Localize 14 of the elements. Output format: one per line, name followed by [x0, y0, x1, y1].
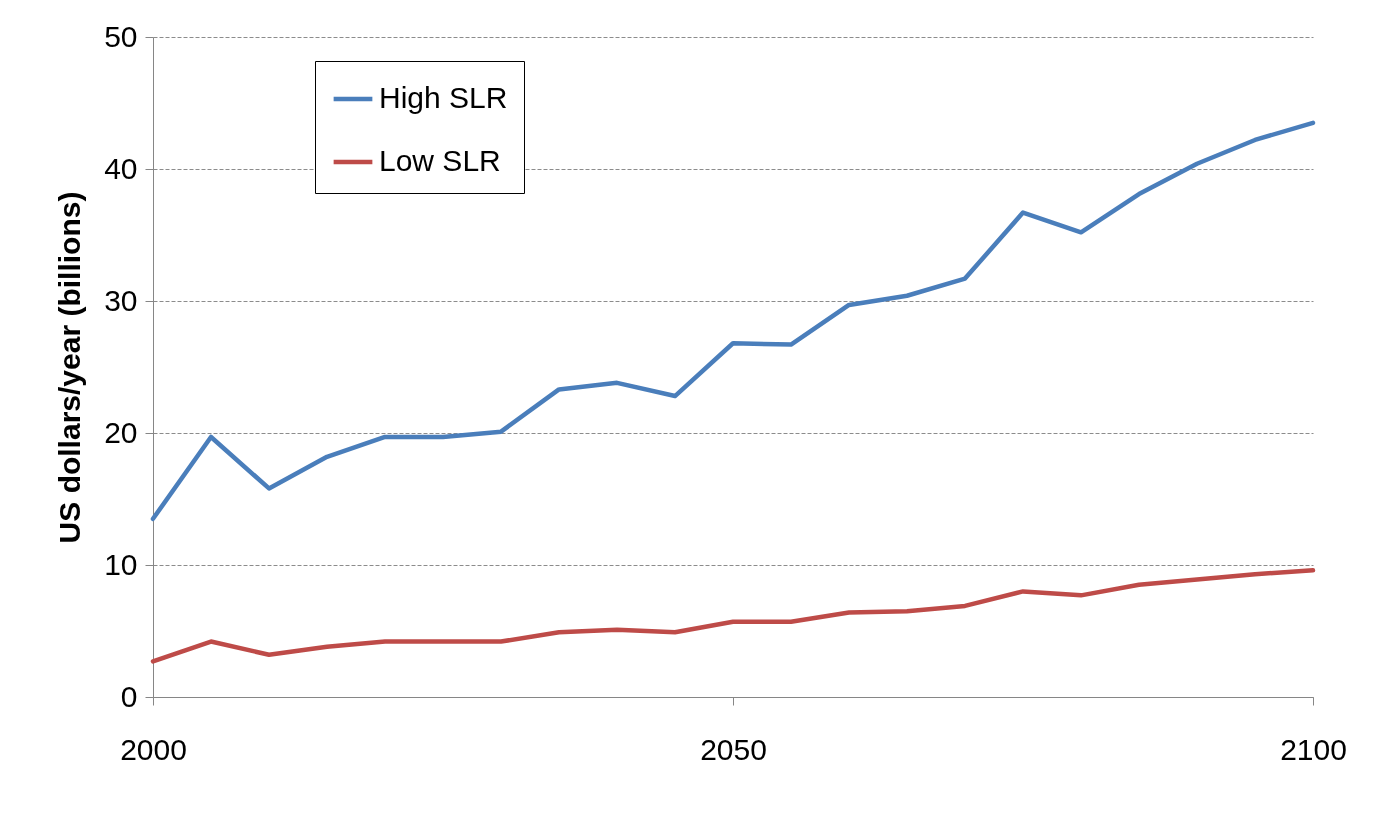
- line-series: [150, 120, 1316, 522]
- line-series: [150, 568, 1316, 664]
- y-axis-title: US dollars/year (billions): [53, 191, 87, 544]
- y-tick-label: 50: [104, 19, 138, 53]
- legend-label: High SLR: [379, 81, 508, 114]
- y-tick-label: 20: [104, 415, 138, 449]
- x-tick-label: 2100: [1280, 732, 1347, 766]
- y-tick-label: 0: [120, 679, 138, 713]
- x-tick-label: 2000: [120, 732, 187, 766]
- y-tick-label: 30: [104, 283, 138, 317]
- y-tick-label: 10: [104, 547, 138, 581]
- y-tick-label: 40: [104, 151, 138, 185]
- x-tick-label: 2050: [700, 732, 767, 766]
- legend-label: Low SLR: [379, 144, 501, 177]
